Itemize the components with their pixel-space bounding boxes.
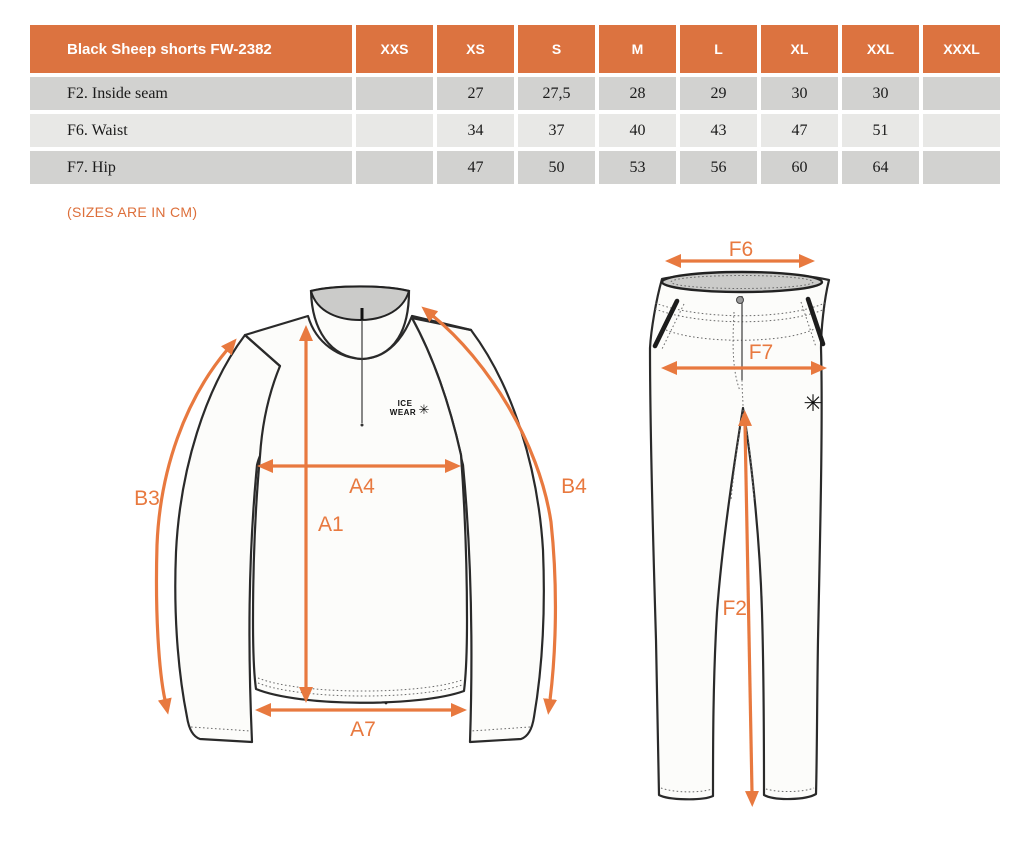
measurement-value-cell: 30: [761, 77, 838, 110]
icewear-logo-line1: ICE: [398, 399, 413, 408]
size-header-row: Black Sheep shorts FW-2382 XXS XS S M L XL XXL…: [30, 25, 1000, 73]
measurement-value-cell: [923, 77, 1000, 110]
size-column-header: M: [599, 25, 676, 73]
measure-label-a7: A7: [350, 718, 376, 741]
measurement-value-cell: 50: [518, 151, 595, 184]
measure-label-a1: A1: [318, 513, 344, 536]
measure-label-f6: F6: [729, 238, 754, 261]
size-column-header: XXL: [842, 25, 919, 73]
measurement-value-cell: 47: [437, 151, 514, 184]
icewear-logo-line2: WEAR: [390, 408, 416, 417]
table-row: F7. Hip 47 50 53 56 60 64: [30, 151, 1000, 184]
sizes-unit-note: (SIZES ARE IN CM): [67, 204, 198, 220]
measure-label-f7: F7: [749, 341, 774, 364]
pants-waist-opening: [660, 270, 824, 294]
measurement-label-cell: F2. Inside seam: [30, 77, 352, 110]
measurement-value-cell: 27: [437, 77, 514, 110]
measure-label-b3: B3: [134, 487, 160, 510]
icewear-snowflake-icon: ✳: [419, 402, 430, 417]
size-table: Black Sheep shorts FW-2382 XXS XS S M L XL XXL…: [26, 21, 1004, 188]
measurement-value-cell: 51: [842, 114, 919, 147]
measurement-value-cell: 37: [518, 114, 595, 147]
table-row: F2. Inside seam 27 27,5 28 29 30 30: [30, 77, 1000, 110]
measure-arrow-f2: [738, 410, 759, 807]
measurement-value-cell: 27,5: [518, 77, 595, 110]
size-table-body: F2. Inside seam 27 27,5 28 29 30 30 F6. Waist 34…: [30, 77, 1000, 184]
size-column-header: XXXL: [923, 25, 1000, 73]
shirt-drawing: ICE WEAR ✳ A4 A1 A7 B3 B4: [134, 285, 587, 744]
pants-body: [648, 272, 831, 801]
measurement-value-cell: [356, 114, 433, 147]
pants-drawing: ✳ F6 F7 F2: [648, 238, 831, 807]
measurement-value-cell: 60: [761, 151, 838, 184]
measure-label-f2: F2: [722, 597, 747, 620]
measurement-value-cell: 28: [599, 77, 676, 110]
size-column-header: S: [518, 25, 595, 73]
measurement-value-cell: 47: [761, 114, 838, 147]
measurement-value-cell: 30: [842, 77, 919, 110]
waist-button: [736, 296, 744, 304]
left-pocket-opening: [652, 298, 680, 349]
measurement-value-cell: 34: [437, 114, 514, 147]
size-column-header: XXS: [356, 25, 433, 73]
measurement-value-cell: 40: [599, 114, 676, 147]
size-column-header: L: [680, 25, 757, 73]
pants-snowflake-icon: ✳: [803, 390, 822, 416]
measure-arrow-b4: [421, 306, 558, 715]
measurement-value-cell: [356, 77, 433, 110]
measure-arrow-b3: [154, 338, 237, 715]
measurement-value-cell: [923, 151, 1000, 184]
measurement-value-cell: 29: [680, 77, 757, 110]
table-row: F6. Waist 34 37 40 43 47 51: [30, 114, 1000, 147]
measurement-value-cell: 53: [599, 151, 676, 184]
measure-label-a4: A4: [349, 475, 375, 498]
measurement-label-cell: F7. Hip: [30, 151, 352, 184]
right-pocket-opening: [805, 296, 826, 347]
measurement-value-cell: 64: [842, 151, 919, 184]
shirt-body: [243, 314, 473, 704]
measurement-value-cell: [923, 114, 1000, 147]
measurement-label-cell: F6. Waist: [30, 114, 352, 147]
measurement-value-cell: [356, 151, 433, 184]
size-column-header: XS: [437, 25, 514, 73]
table-title: Black Sheep shorts FW-2382: [30, 25, 352, 73]
measurement-value-cell: 56: [680, 151, 757, 184]
size-column-header: XL: [761, 25, 838, 73]
measure-label-b4: B4: [561, 475, 587, 498]
measurement-value-cell: 43: [680, 114, 757, 147]
shirt-collar-inside: [309, 285, 411, 322]
